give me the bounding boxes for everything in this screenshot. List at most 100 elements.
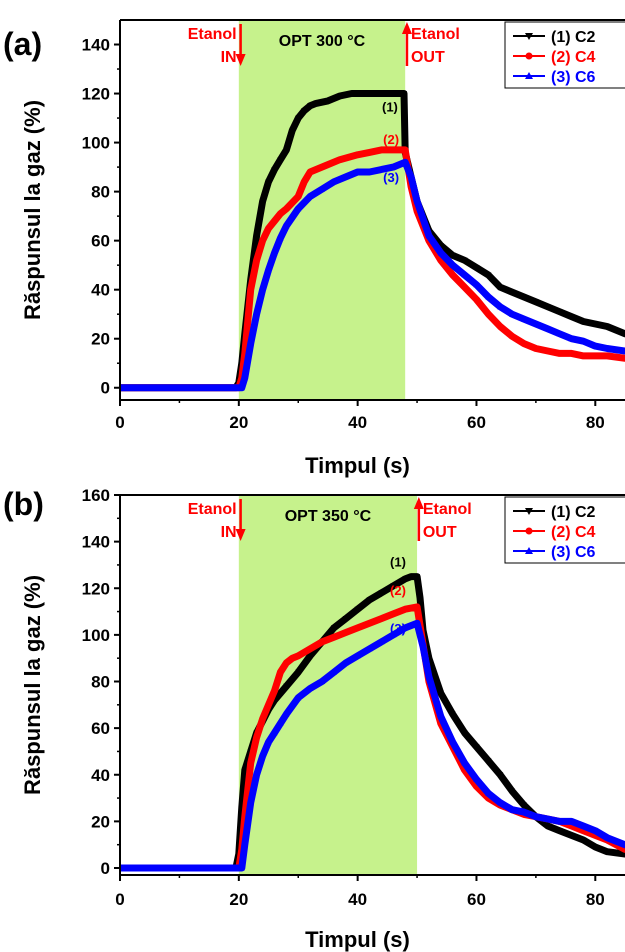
x-tick-label: 60 [467,413,486,432]
data-point [521,341,526,346]
y-tick-label: 120 [82,85,110,104]
series-annotation-2: (2) [383,132,399,147]
data-point [498,324,503,329]
legend-entry-3: (3) C6 [551,544,596,561]
data-point [325,162,330,167]
data-point [367,150,372,155]
data-point [254,258,259,263]
data-point [302,179,307,184]
x-tick-label: 40 [348,890,367,909]
legend-marker [526,53,533,60]
data-point [533,346,538,351]
data-point [254,735,259,740]
legend-entry-2: (2) C4 [551,49,596,66]
y-tick-label: 120 [82,579,110,598]
data-point [593,353,598,358]
y-tick-label: 160 [82,486,110,505]
x-axis-label: Timpul (s) [305,453,410,478]
y-tick-label: 40 [91,281,110,300]
data-point [605,353,610,358]
in-label-bottom: IN [221,49,237,66]
series-annotation-3: (3) [390,621,406,636]
data-point [545,348,550,353]
y-tick-label: 100 [82,134,110,153]
data-point [266,702,271,707]
data-point [296,194,301,199]
data-point [284,206,289,211]
y-tick-label: 60 [91,719,110,738]
chart-panel-a: OPT 300 °C (1) (2) (3) Etanol IN Etanol OUT (1) … [3,20,625,478]
region-label: OPT 300 °C [279,33,366,50]
x-tick-label: 0 [115,890,124,909]
in-label-top: Etanol [188,26,237,43]
data-point [391,611,396,616]
data-point [272,688,277,693]
data-point [308,646,313,651]
y-tick-label: 0 [101,859,110,878]
y-tick-label: 0 [101,379,110,398]
legend-entry-2: (2) C4 [551,524,596,541]
data-point [450,272,455,277]
data-point [331,635,336,640]
legend: (1) C2 (2) C4 (3) C6 [505,22,625,88]
chart-panel-b: OPT 350 °C (1) (2) (3) Etanol IN Etanol OUT (1) … [3,486,625,952]
data-point [260,716,265,721]
data-point [474,297,479,302]
out-label-bottom: OUT [411,49,445,66]
shaded-region [239,495,417,875]
y-axis-label: Răspunsul la gaz (%) [20,100,45,320]
data-point [379,147,384,152]
data-point [260,238,265,243]
data-point [367,621,372,626]
y-tick-label: 40 [91,766,110,785]
y-tick-label: 60 [91,232,110,251]
data-point [313,167,318,172]
data-point [510,334,515,339]
legend: (1) C2 (2) C4 (3) C6 [505,497,625,563]
x-tick-label: 20 [229,413,248,432]
y-tick-label: 80 [91,183,110,202]
legend-entry-3: (3) C6 [551,69,596,86]
data-point [272,218,277,223]
data-point [343,630,348,635]
data-point [581,353,586,358]
series-annotation-3: (3) [383,170,399,185]
x-tick-label: 80 [586,890,605,909]
series-annotation-1: (1) [390,555,406,570]
y-tick-label: 140 [82,533,110,552]
data-point [569,351,574,356]
out-label-top: Etanol [423,501,472,518]
data-point [414,604,419,609]
data-point [319,639,324,644]
series-annotation-2: (2) [390,583,406,598]
data-point [278,211,283,216]
y-tick-label: 140 [82,36,110,55]
region-label: OPT 350 °C [285,508,372,525]
legend-marker [526,528,533,535]
y-tick-label: 100 [82,626,110,645]
data-point [278,670,283,675]
data-point [266,226,271,231]
data-point [248,287,253,292]
data-point [284,660,289,665]
data-point [557,351,562,356]
data-point [290,656,295,661]
data-point [355,625,360,630]
data-point [355,152,360,157]
y-axis-label: Răspunsul la gaz (%) [20,575,45,795]
legend-entry-1: (1) C2 [551,29,596,46]
x-tick-label: 20 [229,890,248,909]
x-axis-label: Timpul (s) [305,927,410,952]
data-point [248,760,253,765]
panel-label: (b) [3,486,44,522]
legend-entry-1: (1) C2 [551,504,596,521]
out-label-top: Etanol [411,26,460,43]
data-point [337,157,342,162]
data-point [296,653,301,658]
x-tick-label: 40 [348,413,367,432]
y-tick-label: 80 [91,673,110,692]
x-tick-label: 60 [467,890,486,909]
series-annotation-1: (1) [382,100,398,115]
data-point [403,147,408,152]
